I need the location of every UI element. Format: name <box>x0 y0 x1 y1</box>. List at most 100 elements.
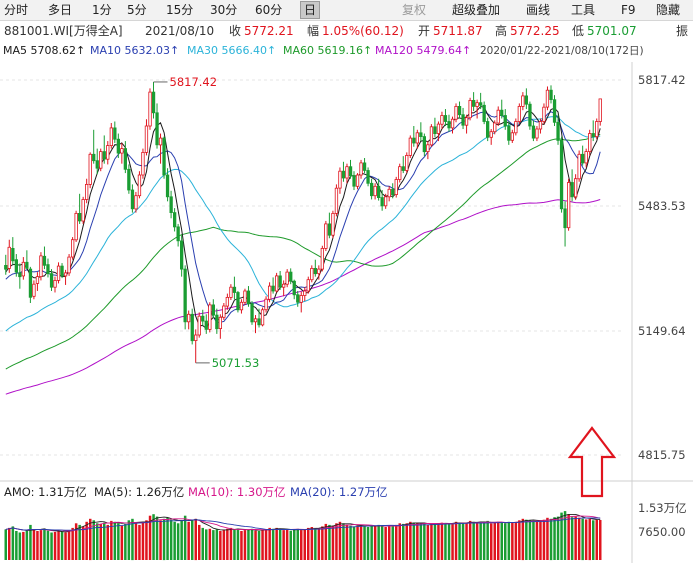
volume-bar <box>67 530 71 560</box>
toolbar-item-12[interactable]: F9 <box>621 3 636 17</box>
candle <box>78 193 82 224</box>
candle <box>63 269 68 285</box>
volume-bar <box>198 524 201 560</box>
candlestick-series <box>4 81 602 363</box>
candle <box>281 280 286 297</box>
change-label: 幅 <box>307 24 320 38</box>
volume-tick-label: 7650.00 <box>638 525 686 539</box>
candle <box>289 268 293 285</box>
volume-bar <box>567 514 570 560</box>
volume-bar <box>592 520 595 560</box>
toolbar-item-3[interactable]: 5分 <box>127 3 147 17</box>
change-value: 1.05%(60.12) <box>322 24 404 38</box>
candle <box>236 290 240 313</box>
volume-bar <box>345 524 349 560</box>
toolbar-item-10[interactable]: 画线 <box>526 3 551 17</box>
volume-bar <box>134 523 138 560</box>
volume-bar <box>53 531 57 560</box>
volume-bar <box>342 523 345 560</box>
toolbar-item-1[interactable]: 多日 <box>48 3 73 17</box>
toolbar-item-13[interactable]: 隐藏 <box>656 3 681 17</box>
volume-bar <box>169 519 173 560</box>
candle <box>422 133 427 157</box>
volume-bar <box>183 515 187 560</box>
volume-bar <box>328 524 331 560</box>
volume-bar <box>81 526 85 560</box>
volume-bar <box>148 515 152 560</box>
volume-bar <box>595 519 598 560</box>
toolbar-item-5[interactable]: 30分 <box>210 3 238 17</box>
volume-bar <box>391 525 394 560</box>
volume-bar <box>85 521 88 560</box>
candle <box>324 220 328 252</box>
candle <box>376 178 381 201</box>
candle <box>14 254 19 277</box>
candle <box>21 257 26 280</box>
volume-bar <box>356 525 359 560</box>
candle <box>141 148 145 179</box>
quote-bar: 881001.WI[万得全A] 2021/08/10 收 5772.21 幅 1… <box>0 21 693 41</box>
candle <box>362 158 367 174</box>
candle <box>194 329 198 363</box>
candle <box>450 116 455 134</box>
volume-bar <box>472 521 475 560</box>
candle <box>545 86 550 111</box>
candle <box>352 171 356 191</box>
candle <box>440 111 444 130</box>
candle <box>387 186 391 202</box>
volume-bar <box>29 524 32 560</box>
candle <box>274 272 279 293</box>
candle <box>436 121 441 142</box>
candle <box>271 277 275 294</box>
candle <box>514 118 518 136</box>
volume-bar <box>314 527 317 560</box>
volume-bar <box>208 528 212 560</box>
toolbar-item-4[interactable]: 15分 <box>166 3 194 17</box>
volume-bar <box>451 523 454 560</box>
candle <box>394 176 398 198</box>
volume-bar <box>514 521 518 560</box>
volume-bar <box>352 526 356 560</box>
candle <box>556 114 560 145</box>
candle <box>584 148 588 168</box>
close-label: 收 <box>229 24 242 38</box>
toolbar-item-11[interactable]: 工具 <box>571 3 596 17</box>
candle <box>405 152 409 174</box>
volume-bar <box>482 522 486 560</box>
candle <box>334 184 339 217</box>
candle <box>222 303 226 320</box>
candle <box>517 103 521 125</box>
toolbar-item-2[interactable]: 1分 <box>92 3 112 17</box>
toolbar-item-9[interactable]: 超级叠加 <box>452 3 501 17</box>
toolbar-item-6[interactable]: 60分 <box>255 3 283 17</box>
up-arrow-icon <box>567 426 617 498</box>
volume-bar <box>36 531 39 560</box>
volume-bar <box>581 518 584 561</box>
candle <box>412 126 416 147</box>
volume-bar <box>525 519 528 560</box>
volume-bar <box>127 520 131 560</box>
volume-legend: AMO: 1.31万亿 MA(5): 1.26万亿 MA(10): 1.30万亿… <box>0 484 693 500</box>
candle <box>338 167 342 194</box>
candle <box>457 101 462 119</box>
volume-bar <box>176 523 180 560</box>
volume-bar <box>50 532 53 560</box>
candle <box>116 133 120 159</box>
candle <box>176 223 180 247</box>
volume-bar <box>588 518 591 561</box>
candle <box>7 239 11 273</box>
volume-bar <box>254 530 257 560</box>
toolbar-item-8[interactable]: 复权 <box>402 3 427 17</box>
toolbar-item-7[interactable]: 日 <box>300 1 321 19</box>
volume-bar <box>338 521 342 560</box>
toolbar-item-0[interactable]: 分时 <box>4 3 29 17</box>
volume-bar <box>99 523 102 560</box>
candle <box>257 308 261 328</box>
candle <box>296 290 300 307</box>
volume-bar <box>261 530 264 560</box>
volume-bar <box>155 516 159 560</box>
candle <box>32 280 36 300</box>
volume-bar <box>300 530 303 560</box>
candle <box>92 129 96 164</box>
